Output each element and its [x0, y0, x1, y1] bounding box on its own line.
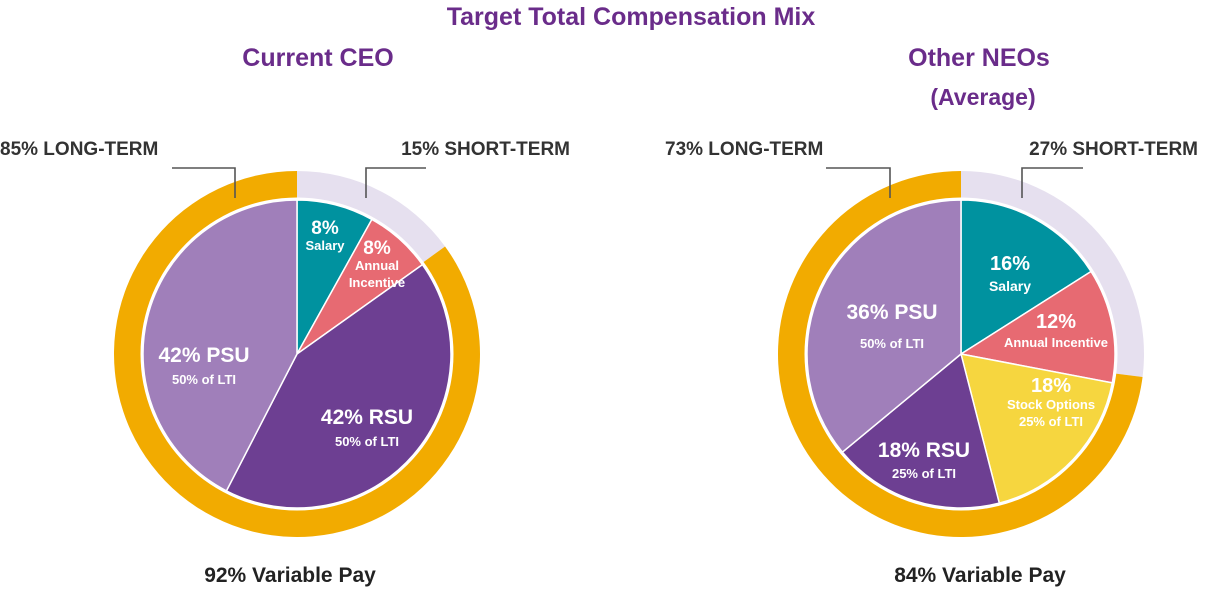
- neo-slice-psu: [806, 199, 962, 454]
- ceo-slice-salary-sub-label: Salary: [305, 238, 345, 253]
- neo-long-term-label: 73% LONG-TERM: [665, 139, 823, 160]
- main-title: Target Total Compensation Mix: [447, 3, 816, 31]
- neo-slice-rsu: [841, 352, 1001, 509]
- neo-slice-annual-incentive-sub-label: Annual Incentive: [1004, 335, 1108, 350]
- neo-chart-subtitle: (Average): [930, 84, 1035, 110]
- ceo-long-term-leader: [172, 167, 236, 198]
- ceo-long-term-label: 85% LONG-TERM: [0, 139, 158, 160]
- ceo-slice-annual-incentive-sub-label: Annual: [355, 258, 399, 273]
- ceo-variable-pay: 92% Variable Pay: [204, 564, 376, 587]
- neo-slice-stock-options-value-label: 18%: [1031, 375, 1071, 397]
- ceo-slice-salary-value-label: 8%: [311, 218, 339, 239]
- neo-short-term-leader: [1021, 167, 1083, 198]
- neo-slice-annual-incentive: [958, 270, 1116, 384]
- neo-slice-stock-options-sub-label: 25% of LTI: [1019, 414, 1083, 429]
- neo-pie-chart: 16% Salary 12% Annual Incentive 18%Stock Opt…: [778, 171, 1145, 537]
- neo-slice-psu-value-label: 36% PSU: [846, 301, 937, 324]
- neo-slice-annual-incentive-value-label: 12%: [1036, 311, 1076, 333]
- ceo-slice-rsu: [225, 263, 452, 509]
- ceo-slice-psu-sub-label: 50% of LTI: [172, 372, 236, 387]
- ceo-slice-annual-incentive-sub-label: Incentive: [349, 275, 405, 290]
- ceo-chart-title: Current CEO: [242, 44, 393, 72]
- neo-slice-salary-value-label: 16%: [990, 253, 1030, 275]
- neo-slice-salary-sub-label: Salary: [989, 278, 1031, 294]
- neo-slice-stock-options: [959, 353, 1114, 505]
- neo-short-term-label: 27% SHORT-TERM: [1029, 139, 1198, 160]
- neo-slice-rsu-value-label: 18% RSU: [878, 439, 970, 462]
- neo-chart-title: Other NEOs: [908, 44, 1050, 72]
- ceo-short-term-leader: [365, 167, 426, 198]
- ceo-short-term-label: 15% SHORT-TERM: [401, 139, 570, 160]
- neo-long-term-leader: [826, 167, 891, 198]
- neo-slice-psu-sub-label: 50% of LTI: [860, 336, 924, 351]
- neo-slice-salary: [960, 199, 1093, 356]
- ceo-slice-psu-value-label: 42% PSU: [158, 344, 249, 367]
- neo-variable-pay: 84% Variable Pay: [894, 564, 1066, 587]
- neo-slice-stock-options-sub-label: Stock Options: [1007, 397, 1095, 412]
- ceo-slice-annual-incentive-value-label: 8%: [363, 238, 391, 259]
- ceo-slice-psu: [142, 199, 298, 492]
- neo-slice-rsu-sub-label: 25% of LTI: [892, 466, 956, 481]
- ceo-slice-rsu-sub-label: 50% of LTI: [335, 434, 399, 449]
- ceo-slice-rsu-value-label: 42% RSU: [321, 406, 413, 429]
